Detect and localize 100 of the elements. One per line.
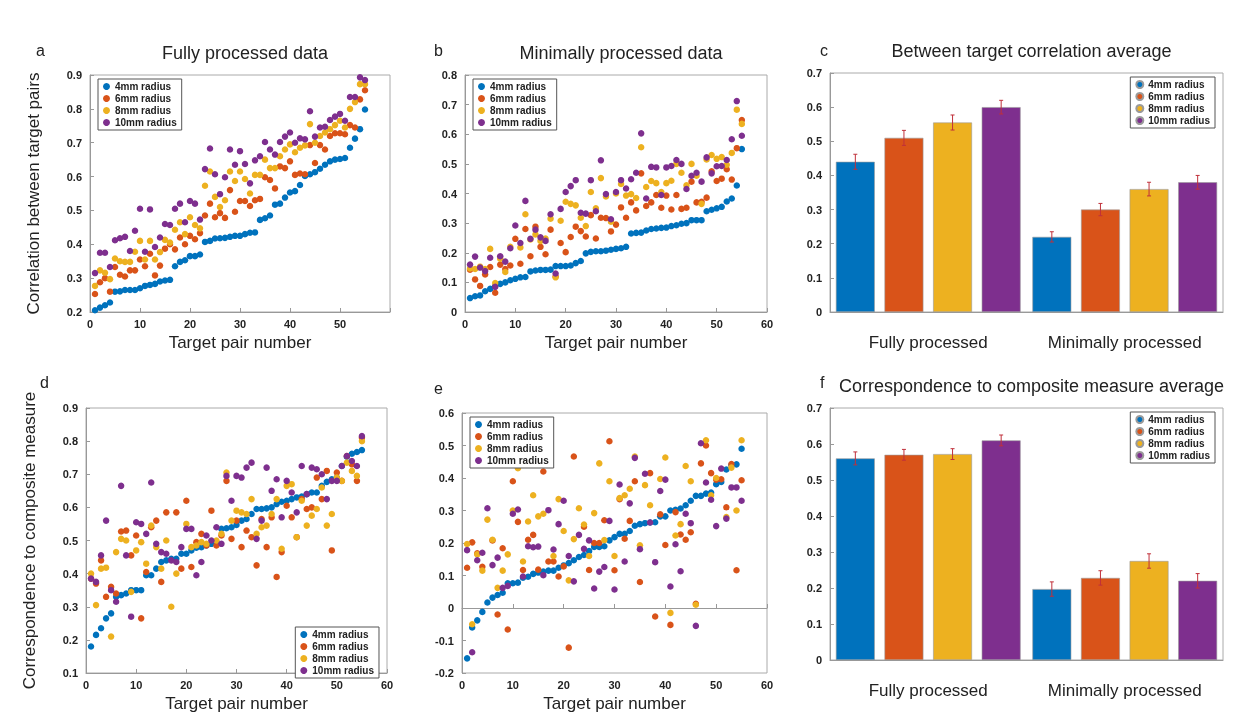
y-tick-label: 0.8 <box>441 69 457 81</box>
text: c <box>820 41 828 59</box>
x-tick-label: 40 <box>659 678 672 691</box>
y-tick-label: 0.3 <box>438 504 454 517</box>
legend-label: 4mm radius <box>487 419 544 430</box>
legend-label: 8mm radius <box>1148 103 1205 114</box>
y-tick-label: 0.3 <box>806 546 822 558</box>
x-tick-label: 0 <box>86 317 94 330</box>
y-tick-label: 0.2 <box>62 633 78 646</box>
x-tick-label: 60 <box>760 678 774 691</box>
y-tick-label: -0.2 <box>435 667 454 679</box>
y-tick-label: 0.5 <box>806 135 822 148</box>
y-tick-label: 0.2 <box>806 582 822 594</box>
x-tick-label: 0 <box>458 678 466 691</box>
y-tick-label: 0.5 <box>62 534 78 547</box>
text: d <box>40 373 49 391</box>
y-tick-label: 0.9 <box>62 402 78 414</box>
x-tick-label: Minimally processed <box>1047 681 1202 700</box>
y-tick-label: 0.2 <box>66 306 82 318</box>
legend-label: 4mm radius <box>312 629 369 640</box>
text: f <box>820 373 825 391</box>
x-tick-label: 20 <box>559 317 572 330</box>
legend-label: 8mm radius <box>1148 438 1205 449</box>
y-tick-label: 0 <box>815 654 822 666</box>
y-tick-label: 0 <box>815 306 822 318</box>
x-tick-label: 10 <box>130 678 143 691</box>
y-tick-label: 0.4 <box>806 169 823 182</box>
y-tick-label: 0.3 <box>62 600 78 613</box>
y-tick-label: 0.3 <box>441 217 457 230</box>
x-tick-label: 50 <box>710 678 723 691</box>
text: b <box>434 41 443 59</box>
y-tick-label: 0.6 <box>806 438 822 450</box>
x-tick-label: 50 <box>330 678 343 691</box>
text: a <box>36 41 45 59</box>
legend-label: 10mm radius <box>312 665 375 676</box>
y-tick-label: 0.7 <box>66 136 82 149</box>
y-tick-label: 0.4 <box>62 567 79 580</box>
y-tick-label: 0.5 <box>441 157 457 170</box>
legend-label: 4mm radius <box>1148 414 1205 425</box>
legend-label: 10mm radius <box>1148 450 1211 461</box>
y-tick-label: 0.2 <box>441 246 457 259</box>
y-tick-label: 0.6 <box>66 170 82 183</box>
x-tick-label: 50 <box>710 317 723 330</box>
y-tick-label: 0.1 <box>62 667 78 679</box>
x-tick-label: 30 <box>608 678 621 691</box>
legend-label: 4mm radius <box>490 81 547 92</box>
legend-label: 4mm radius <box>115 81 172 92</box>
x-tick-label: 10 <box>506 678 519 691</box>
legend-label: 10mm radius <box>1148 115 1211 126</box>
y-tick-label: 0.1 <box>806 271 822 284</box>
legend-label: 6mm radius <box>487 431 544 442</box>
x-tick-label: 20 <box>183 317 197 330</box>
x-tick-label: 60 <box>760 317 774 330</box>
y-tick-label: 0.4 <box>441 187 458 200</box>
x-axis-title: Target pair number <box>543 694 687 713</box>
chart-title: Fully processed data <box>161 43 330 63</box>
y-tick-label: 0.4 <box>438 472 455 484</box>
chart-title: Between target correlation average <box>891 41 1172 61</box>
x-axis-title: Target pair number <box>544 333 688 352</box>
legend-label: 6mm radius <box>1148 426 1205 437</box>
y-axis-title: Correspondence to composite measure <box>20 391 39 690</box>
legend-label: 6mm radius <box>115 93 172 104</box>
y-tick-label: 0.7 <box>806 67 822 79</box>
y-tick-label: 0.7 <box>806 402 822 414</box>
y-tick-label: 0.6 <box>806 101 822 114</box>
x-tick-label: 30 <box>609 317 623 330</box>
y-tick-label: 0.2 <box>438 537 454 549</box>
y-tick-label: 0.6 <box>441 128 457 141</box>
y-tick-label: -0.1 <box>435 634 454 647</box>
x-axis-title: Target pair number <box>165 694 309 713</box>
y-tick-label: 0.6 <box>62 501 78 514</box>
y-tick-label: 0.3 <box>806 203 822 216</box>
x-axis-title: Target pair number <box>168 333 312 352</box>
y-tick-label: 0.4 <box>806 510 823 522</box>
x-tick-label: 40 <box>280 678 293 691</box>
x-tick-label: Minimally processed <box>1047 333 1202 352</box>
y-tick-label: 0.3 <box>66 272 82 285</box>
x-tick-label: 50 <box>333 317 347 330</box>
legend-label: 8mm radius <box>487 443 544 454</box>
chart-title: Minimally processed data <box>519 43 724 63</box>
legend-label: 8mm radius <box>312 653 369 664</box>
x-tick-label: 20 <box>180 678 193 691</box>
y-tick-label: 0.1 <box>438 569 454 582</box>
y-tick-label: 0.4 <box>66 238 83 251</box>
y-axis-title: Correlation between target pairs <box>24 72 43 315</box>
x-tick-label: 20 <box>557 678 570 691</box>
x-tick-label: 30 <box>233 317 247 330</box>
y-tick-label: 0.8 <box>62 435 78 448</box>
y-tick-label: 0.1 <box>441 276 457 289</box>
x-tick-label: 0 <box>82 678 90 691</box>
y-tick-label: 0.6 <box>438 407 454 419</box>
y-tick-label: 0.2 <box>806 237 822 250</box>
legend-label: 10mm radius <box>490 117 553 128</box>
x-tick-label: 10 <box>133 317 147 330</box>
x-tick-label: Fully processed <box>868 681 988 700</box>
legend-label: 10mm radius <box>487 455 550 466</box>
legend-label: 4mm radius <box>1148 79 1205 90</box>
legend-label: 6mm radius <box>1148 91 1205 102</box>
legend-label: 8mm radius <box>115 105 172 116</box>
x-tick-label: 60 <box>380 678 394 691</box>
